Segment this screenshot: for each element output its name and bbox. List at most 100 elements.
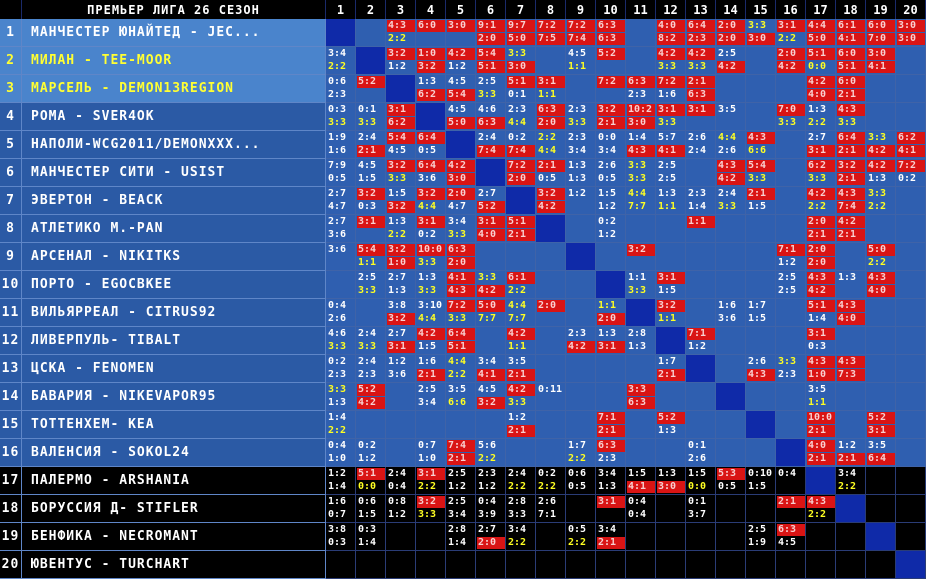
result-cell[interactable]: 1:3 3:3 [416, 271, 446, 299]
result-cell[interactable]: 3:1 6:2 [386, 103, 416, 131]
result-cell[interactable]: 1:1 3:3 [626, 271, 656, 299]
result-cell[interactable] [476, 551, 506, 579]
result-cell[interactable] [836, 383, 866, 411]
result-cell[interactable]: 10:0 2:1 [806, 411, 836, 439]
result-cell[interactable]: 1:3 1:3 [566, 159, 596, 187]
result-cell[interactable] [386, 411, 416, 439]
result-cell[interactable]: 2:4 3:3 [716, 187, 746, 215]
result-cell[interactable]: 1:5 0:0 [686, 467, 716, 495]
result-cell[interactable] [626, 439, 656, 467]
result-cell[interactable] [626, 523, 656, 551]
result-cell[interactable]: 7:2 1:6 [656, 75, 686, 103]
result-cell[interactable]: 1:6 2:1 [416, 355, 446, 383]
result-cell[interactable] [746, 243, 776, 271]
result-cell[interactable]: 3:1 [356, 215, 386, 243]
result-cell[interactable]: 1:3 6:2 [416, 75, 446, 103]
result-cell[interactable]: 6:4 3:6 [416, 159, 446, 187]
result-cell[interactable]: 5:7 4:1 [656, 131, 686, 159]
result-cell[interactable] [656, 495, 686, 523]
result-cell[interactable]: 1:2 2:1 [836, 439, 866, 467]
result-cell[interactable] [806, 523, 836, 551]
result-cell[interactable]: 5:1 0:0 [806, 47, 836, 75]
result-cell[interactable]: 0:3 3:3 [326, 103, 356, 131]
result-cell[interactable]: 2:1 [776, 495, 806, 523]
result-cell[interactable]: 5:2 [356, 75, 386, 103]
result-cell[interactable] [896, 215, 926, 243]
result-cell[interactable] [566, 75, 596, 103]
result-cell[interactable]: 3:4 2:1 [596, 523, 626, 551]
result-cell[interactable] [866, 103, 896, 131]
result-cell[interactable]: 4:6 6:3 [476, 103, 506, 131]
result-cell[interactable]: 6:3 2:3 [626, 75, 656, 103]
result-cell[interactable] [836, 243, 866, 271]
result-cell[interactable]: 7:0 3:3 [776, 103, 806, 131]
result-cell[interactable] [536, 411, 566, 439]
result-cell[interactable]: 5:2 1:3 [656, 411, 686, 439]
result-cell[interactable] [896, 75, 926, 103]
result-cell[interactable]: 2:1 0:5 [536, 159, 566, 187]
result-cell[interactable]: 3:2 4:2 [536, 187, 566, 215]
result-cell[interactable] [836, 551, 866, 579]
result-cell[interactable]: 4:3 7:4 [836, 187, 866, 215]
result-cell[interactable]: 5:0 2:2 [866, 243, 896, 271]
result-cell[interactable]: 7:2 0:2 [896, 159, 926, 187]
result-cell[interactable]: 1:3 2:2 [386, 215, 416, 243]
result-cell[interactable] [506, 551, 536, 579]
result-cell[interactable]: 3:5 [716, 103, 746, 131]
result-cell[interactable] [536, 243, 566, 271]
result-cell[interactable] [866, 355, 896, 383]
result-cell[interactable]: 6:4 2:3 [686, 19, 716, 47]
result-cell[interactable] [746, 383, 776, 411]
result-cell[interactable]: 3:1 2:2 [776, 19, 806, 47]
result-cell[interactable]: 1:9 1:6 [326, 131, 356, 159]
result-cell[interactable] [896, 187, 926, 215]
result-cell[interactable]: 2:7 1:3 [386, 271, 416, 299]
result-cell[interactable]: 3:2 3:3 [386, 159, 416, 187]
result-cell[interactable]: 2:0 4:7 [446, 187, 476, 215]
result-cell[interactable]: 3:1 3:3 [656, 103, 686, 131]
result-cell[interactable] [896, 551, 926, 579]
result-cell[interactable] [686, 299, 716, 327]
result-cell[interactable]: 7:2 2:0 [506, 159, 536, 187]
result-cell[interactable]: 6:2 4:1 [896, 131, 926, 159]
result-cell[interactable] [896, 411, 926, 439]
result-cell[interactable]: 4:3 4:2 [716, 159, 746, 187]
result-cell[interactable]: 0:2 1:2 [596, 215, 626, 243]
result-cell[interactable] [566, 215, 596, 243]
result-cell[interactable] [356, 551, 386, 579]
result-cell[interactable]: 3:5 6:4 [866, 439, 896, 467]
result-cell[interactable]: 3:3 3:3 [626, 159, 656, 187]
result-cell[interactable]: 3:0 [446, 19, 476, 47]
result-cell[interactable]: 1:5 1:2 [596, 187, 626, 215]
result-cell[interactable]: 2:4 3:3 [356, 327, 386, 355]
result-cell[interactable] [566, 299, 596, 327]
result-cell[interactable]: 2:6 0:5 [596, 159, 626, 187]
result-cell[interactable]: 2:7 3:1 [386, 327, 416, 355]
result-cell[interactable]: 0:4 0:4 [626, 495, 656, 523]
result-cell[interactable] [356, 19, 386, 47]
result-cell[interactable]: 4:5 1:5 [356, 159, 386, 187]
result-cell[interactable] [536, 551, 566, 579]
result-cell[interactable] [656, 243, 686, 271]
result-cell[interactable]: 2:5 1:9 [746, 523, 776, 551]
result-cell[interactable]: 3:2 2:1 [836, 159, 866, 187]
result-cell[interactable]: 6:0 7:0 [866, 19, 896, 47]
result-cell[interactable]: 0:4 [776, 467, 806, 495]
result-cell[interactable] [536, 327, 566, 355]
result-cell[interactable]: 2:2 4:4 [536, 131, 566, 159]
result-cell[interactable]: 3:2 0:3 [356, 187, 386, 215]
result-cell[interactable] [716, 411, 746, 439]
result-cell[interactable]: 4:2 1:2 [446, 47, 476, 75]
result-cell[interactable] [446, 411, 476, 439]
result-cell[interactable] [776, 439, 806, 467]
result-cell[interactable]: 3:2 1:0 [386, 243, 416, 271]
result-cell[interactable] [716, 355, 746, 383]
result-cell[interactable] [656, 439, 686, 467]
result-cell[interactable]: 3:1 [596, 495, 626, 523]
result-cell[interactable]: 7:2 7:4 [566, 19, 596, 47]
result-cell[interactable]: 4:3 1:0 [806, 355, 836, 383]
result-cell[interactable] [626, 47, 656, 75]
result-cell[interactable]: 5:2 3:1 [866, 411, 896, 439]
result-cell[interactable]: 3:5 1:1 [806, 383, 836, 411]
result-cell[interactable] [836, 411, 866, 439]
